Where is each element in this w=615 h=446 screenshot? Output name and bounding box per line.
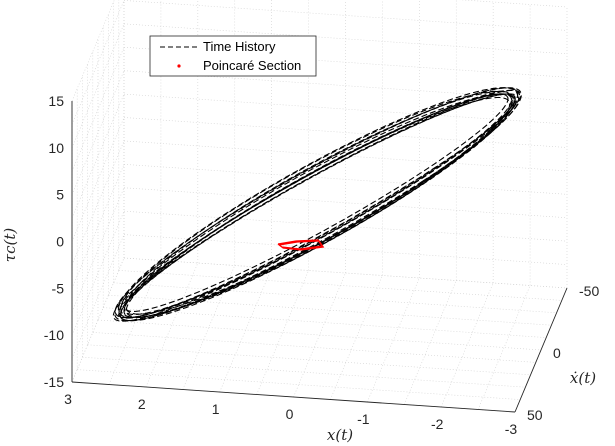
grid-line (219, 267, 272, 393)
grid-line (71, 187, 125, 312)
time-history-loop (120, 90, 513, 318)
x-axis-line (71, 381, 516, 413)
time-history-loop (123, 93, 513, 316)
z-tick-label: -10 (44, 327, 64, 343)
legend-box (149, 35, 317, 77)
x-tick-label: 2 (138, 396, 146, 412)
axes-box (71, 101, 568, 413)
y-tick-label: 50 (527, 407, 543, 423)
grid-line (123, 257, 568, 289)
grid-line (108, 260, 162, 385)
x-tick-label: -3 (505, 421, 518, 437)
x-axis-label: x(t) (327, 426, 353, 444)
grid-line (97, 319, 542, 351)
z-tick-label: -5 (52, 280, 65, 296)
grid-lines (71, 0, 568, 413)
y-tick-label: 0 (553, 345, 561, 361)
time-history-loop (117, 89, 522, 319)
time-history-series (112, 87, 522, 322)
x-tick-label: -2 (431, 416, 444, 432)
z-tick-label: 0 (56, 234, 64, 250)
legend-time-history-label: Time History (203, 39, 276, 54)
y-axis-label: ẋ(t) (570, 369, 596, 387)
time-history-loop (114, 87, 522, 322)
grid-line (145, 262, 199, 388)
grid-line (123, 187, 568, 219)
grid-line (71, 0, 125, 125)
y-axis-line (514, 287, 568, 413)
time-history-loop (125, 90, 514, 315)
grid-line (123, 210, 568, 242)
poincare-section-series (277, 239, 325, 251)
time-history-loop (120, 93, 516, 319)
grid-line (118, 270, 562, 301)
grid-line (330, 275, 383, 400)
time-history-loop (112, 89, 521, 322)
grid-line (123, 70, 568, 101)
z-tick-label: 5 (56, 187, 64, 203)
grid-line (123, 234, 568, 265)
grid-line (123, 93, 568, 125)
time-history-loop (119, 93, 520, 322)
legend-poincare-swatch (177, 64, 181, 68)
grid-line (77, 369, 521, 400)
x-tick-label: -1 (357, 411, 370, 427)
x-tick-label: 1 (212, 401, 220, 417)
z-tick-label: 10 (48, 140, 64, 156)
time-history-loop (123, 93, 516, 319)
grid-line (367, 277, 420, 403)
grid-line (82, 356, 526, 388)
poincare-section-points (277, 239, 325, 251)
grid-line (113, 282, 557, 314)
grid-line (92, 332, 536, 363)
grid (71, 0, 568, 413)
x-tick-label: 3 (64, 391, 72, 407)
grid-line (477, 285, 531, 410)
grid-line (440, 282, 494, 408)
grid-line (256, 270, 309, 395)
grid-line (71, 70, 125, 195)
z-axis-label: τc(t) (1, 228, 19, 263)
grid-line (87, 344, 531, 376)
time-history-loop (125, 96, 511, 318)
z-tick-label: -15 (44, 374, 64, 390)
time-history-loop (117, 87, 519, 319)
z-tick-label: 15 (48, 93, 64, 109)
grid-line (103, 307, 547, 338)
legend: Time History Poincaré Section (149, 35, 317, 77)
time-history-loop (118, 93, 515, 322)
time-history-loop (124, 93, 509, 312)
grid-line (123, 0, 568, 31)
grid-line (123, 117, 568, 148)
time-history-loop (114, 87, 519, 319)
y-tick-label: -50 (579, 283, 599, 299)
grid-line (108, 294, 552, 326)
x-tick-label: 0 (286, 406, 294, 422)
legend-poincare-label: Poincaré Section (203, 58, 301, 73)
